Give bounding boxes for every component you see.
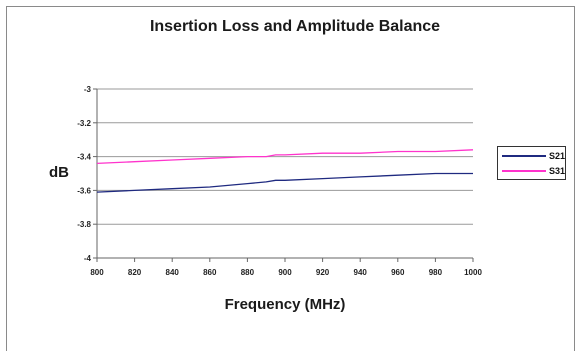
chart-title: Insertion Loss and Amplitude Balance bbox=[149, 18, 441, 35]
chart-frame bbox=[6, 6, 575, 351]
x-tick-label: 920 bbox=[316, 268, 330, 277]
y-tick-labels: -3 -3.2 -3.4 -3.6 -3.8 -4 bbox=[77, 85, 91, 263]
x-tick-label: 800 bbox=[90, 268, 104, 277]
x-tick-label: 980 bbox=[429, 268, 443, 277]
x-tick-label: 840 bbox=[166, 268, 180, 277]
x-axis-label: Frequency (MHz) bbox=[225, 296, 346, 313]
legend-item-s31: S31 bbox=[502, 165, 566, 177]
x-tick-label: 1000 bbox=[464, 268, 482, 277]
legend: S21 S31 bbox=[497, 146, 566, 180]
y-tick-label: -3.6 bbox=[77, 186, 91, 195]
y-tick-label: -3 bbox=[84, 85, 92, 94]
x-tick-labels: 800 820 840 860 880 900 920 940 960 980 1000 bbox=[90, 268, 482, 277]
x-tick-label: 880 bbox=[241, 268, 255, 277]
y-tick-label: -3.2 bbox=[77, 119, 91, 128]
series-line-s21 bbox=[96, 172, 473, 193]
series-lines bbox=[96, 149, 474, 193]
gridlines bbox=[97, 88, 473, 259]
y-tick-label: -3.8 bbox=[77, 220, 91, 229]
legend-label-s31: S31 bbox=[549, 166, 566, 176]
axes bbox=[93, 88, 474, 262]
y-tick-label: -4 bbox=[84, 254, 92, 263]
x-tick-label: 900 bbox=[278, 268, 292, 277]
legend-swatch-s31 bbox=[502, 170, 546, 172]
x-tick-label: 960 bbox=[391, 268, 405, 277]
series-line-s31 bbox=[96, 149, 474, 165]
legend-item-s21: S21 bbox=[502, 150, 566, 162]
x-tick-label: 860 bbox=[203, 268, 217, 277]
legend-swatch-s21 bbox=[502, 155, 546, 157]
x-tick-label: 820 bbox=[128, 268, 142, 277]
x-tick-label: 940 bbox=[354, 268, 368, 277]
y-axis-label: dB bbox=[49, 164, 69, 181]
y-tick-label: -3.4 bbox=[77, 153, 91, 162]
legend-label-s21: S21 bbox=[549, 151, 566, 161]
